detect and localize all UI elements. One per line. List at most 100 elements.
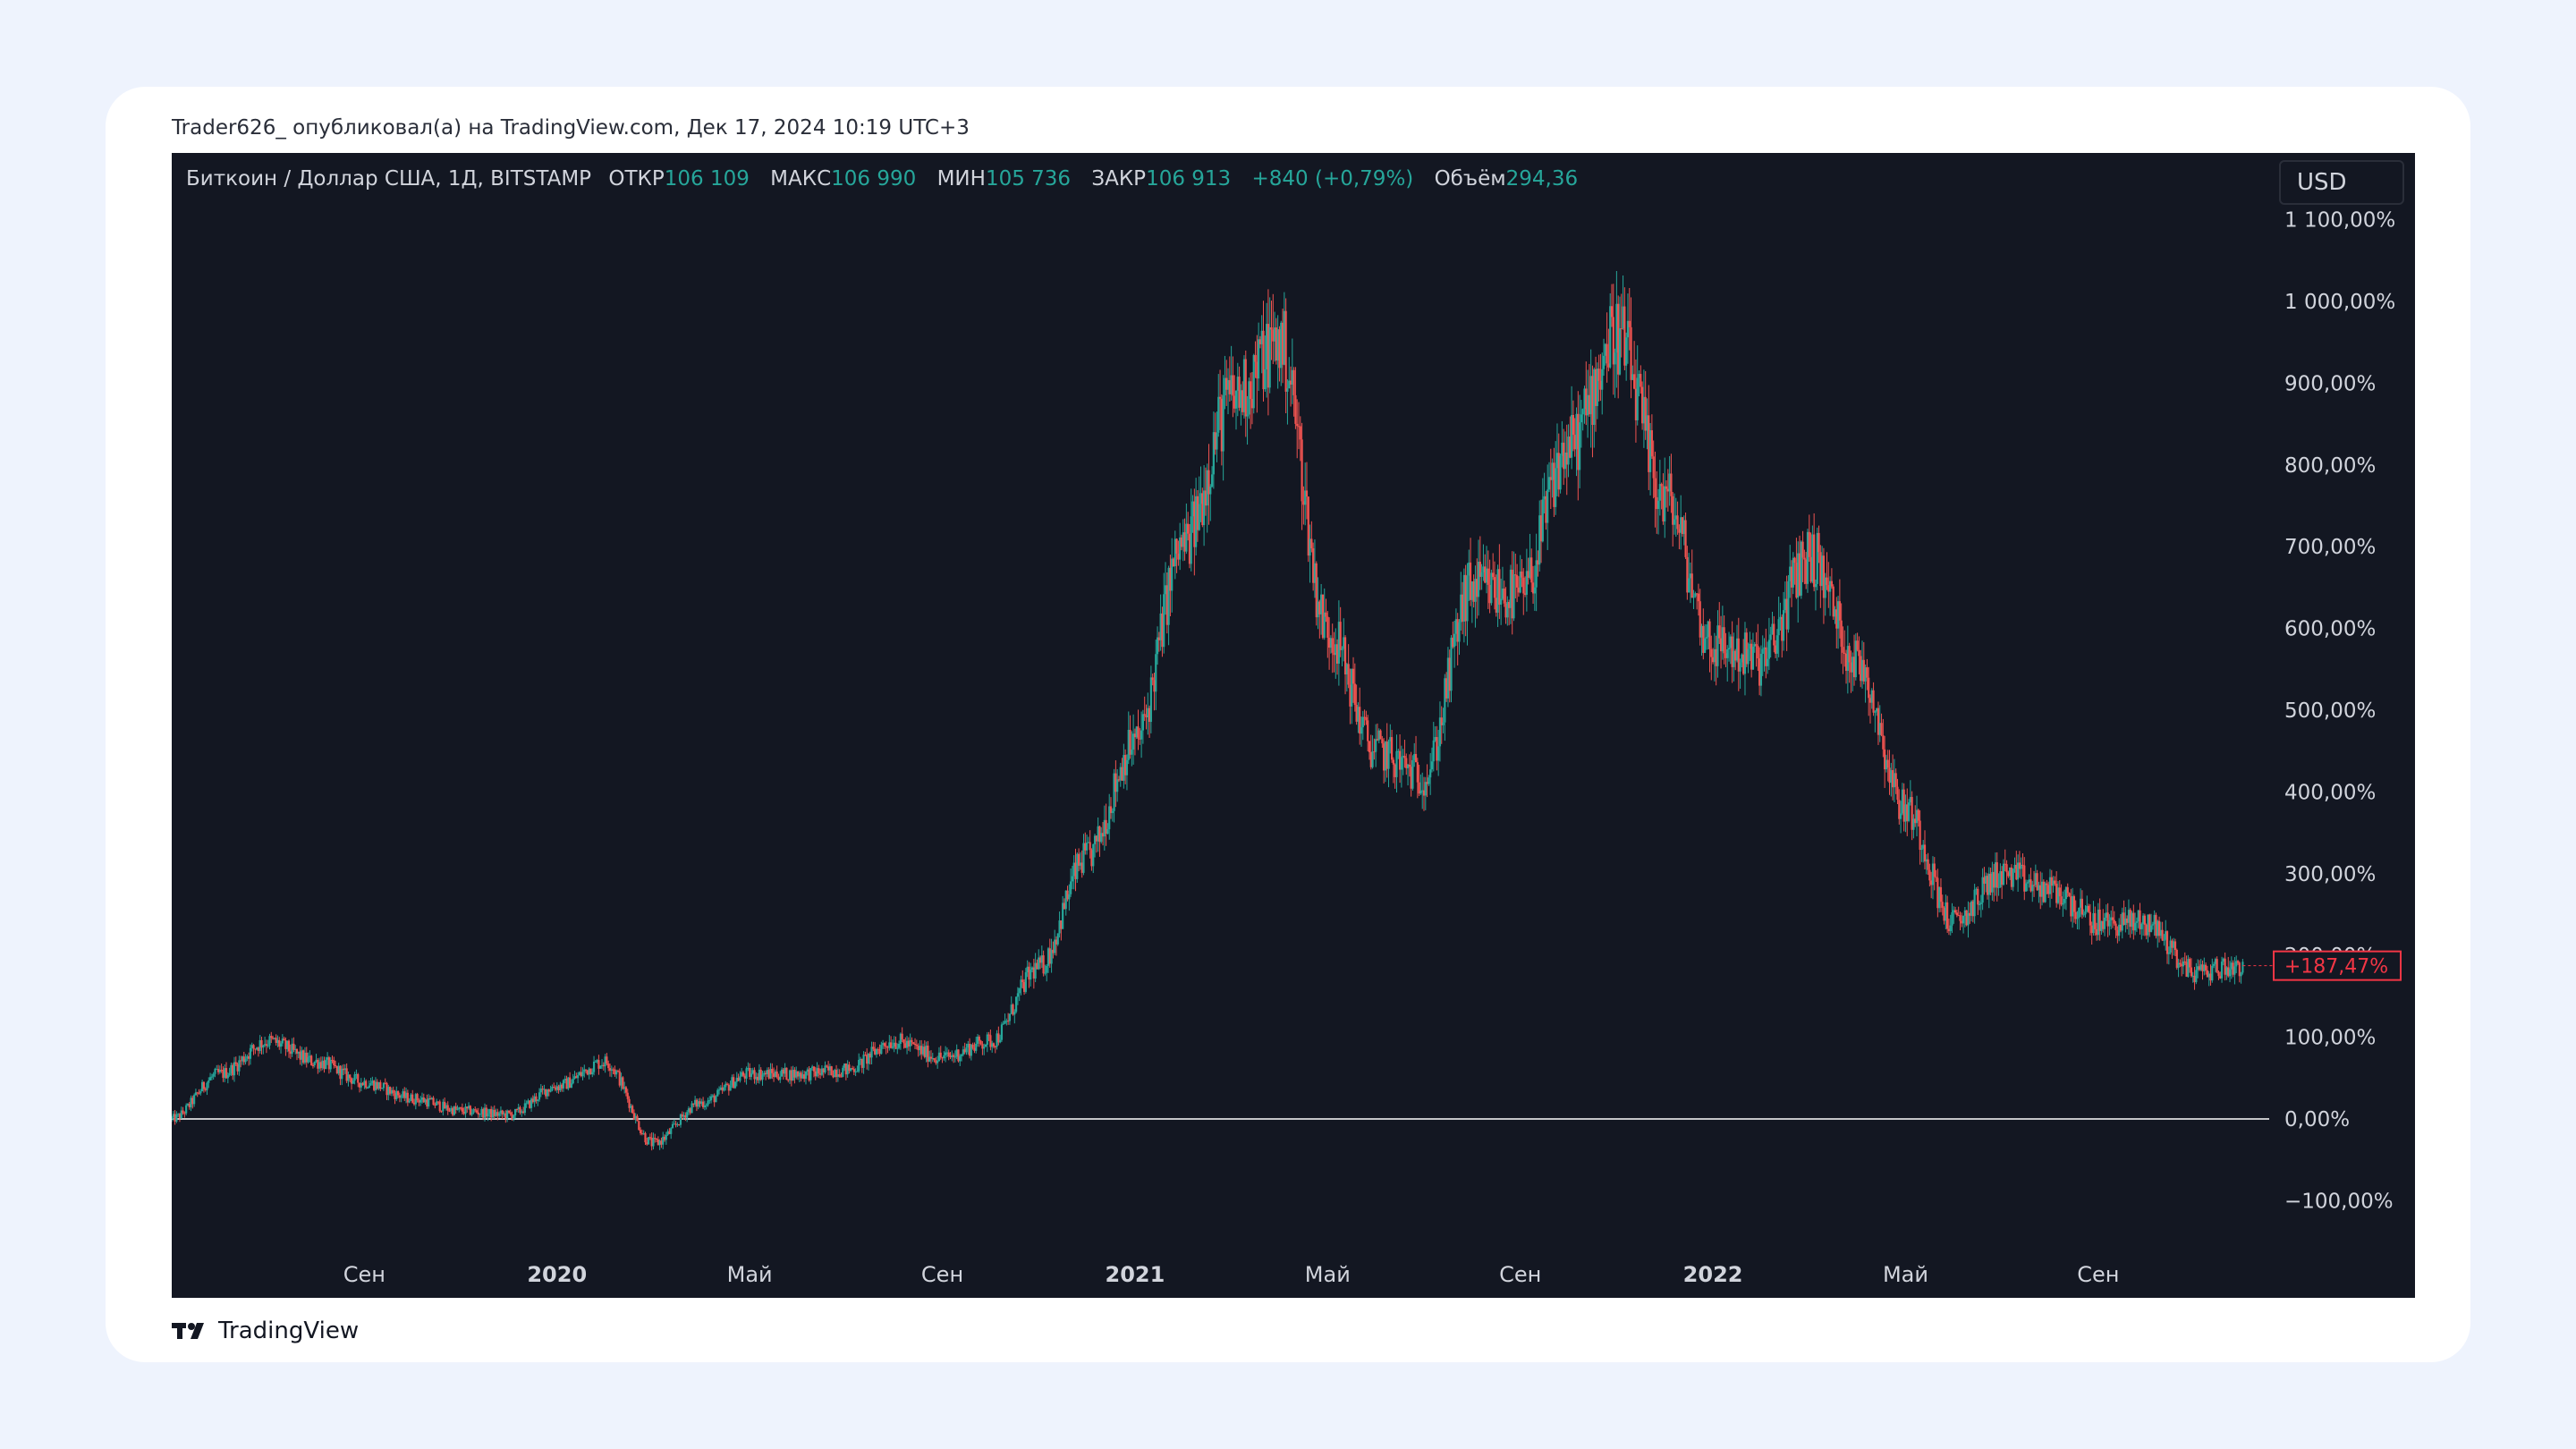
candle-body (905, 1040, 909, 1048)
candle-body (1383, 743, 1385, 771)
candle-body (2205, 964, 2207, 970)
candle-body (1157, 637, 1160, 640)
y-tick-label: 600,00% (2284, 618, 2376, 641)
last-price-badge (2273, 950, 2402, 981)
candle-body (180, 1110, 182, 1119)
candle-body (1615, 303, 1618, 353)
candle-body (818, 1068, 820, 1074)
candle-body (424, 1099, 427, 1103)
candle-body (1503, 589, 1505, 604)
candle-body (313, 1062, 316, 1066)
candle-body (190, 1097, 192, 1107)
candle-body (523, 1103, 526, 1114)
candle-body (996, 1033, 998, 1047)
candle-body (632, 1113, 636, 1120)
candle-body (2214, 959, 2216, 964)
candle-body (1909, 797, 1911, 803)
candle-body (984, 1044, 987, 1047)
candle-body (1280, 322, 1283, 369)
candle-body (2021, 864, 2024, 866)
candle-body (1931, 863, 1935, 886)
candle-body (663, 1136, 666, 1140)
candle-body (1116, 779, 1119, 792)
candle-body (1106, 829, 1109, 835)
candle-body (782, 1069, 784, 1074)
candle-body (335, 1065, 338, 1073)
candle-body (1125, 759, 1129, 775)
candle-body (1270, 326, 1273, 330)
candle-body (1080, 862, 1083, 873)
candle-body (216, 1069, 220, 1072)
candle-body (1479, 562, 1481, 577)
candle-body (301, 1050, 303, 1060)
candle-body (618, 1071, 621, 1086)
candle-body (557, 1086, 560, 1090)
candle-body (600, 1064, 604, 1066)
candle-body (355, 1074, 358, 1076)
y-tick-label: 800,00% (2284, 454, 2376, 478)
candle-body (1201, 493, 1204, 526)
candle-body (436, 1101, 440, 1103)
candle-body (1614, 352, 1616, 365)
candle-body (1813, 534, 1816, 588)
candle-body (1367, 720, 1369, 741)
candle-body (2197, 966, 2199, 970)
y-tick-label: 100,00% (2284, 1027, 2376, 1050)
candle-body (775, 1072, 778, 1078)
candle-body (379, 1081, 382, 1089)
candle-body (1038, 957, 1040, 970)
candle-body (1743, 632, 1747, 674)
candle-body (1652, 456, 1655, 479)
candle-body (1898, 800, 1901, 819)
candle-body (206, 1082, 208, 1090)
candle-body (1256, 361, 1258, 379)
candle-body (2068, 893, 2071, 896)
candle-body (1307, 496, 1309, 556)
candle-body (1563, 452, 1567, 470)
candle-body (264, 1044, 267, 1046)
candle-body (1686, 556, 1689, 593)
candle-body (1301, 439, 1303, 502)
candle-body (1846, 646, 1849, 671)
candle-body (1089, 842, 1091, 851)
candle-body (1458, 622, 1461, 642)
candle-body (1034, 962, 1037, 979)
candle-body (2004, 863, 2006, 865)
candle-body (725, 1083, 729, 1085)
candle-body (1886, 759, 1889, 768)
candle-body (1392, 759, 1394, 765)
candle-body (1700, 625, 1703, 638)
candle-body (716, 1089, 719, 1097)
candle-body (1405, 758, 1408, 768)
candle-body (1429, 769, 1432, 778)
candle-body (759, 1069, 762, 1080)
candle-body (1565, 452, 1568, 465)
candle-body (577, 1075, 580, 1079)
candle-body (2042, 881, 2045, 902)
candle-body (1759, 653, 1763, 686)
candle-body (1226, 380, 1230, 390)
candle-body (715, 1096, 717, 1103)
candle-body (1046, 948, 1050, 966)
candle-body (295, 1048, 299, 1054)
candle-body (1371, 751, 1374, 767)
candle-body (360, 1082, 362, 1088)
candle-body (842, 1067, 844, 1077)
currency-button[interactable]: USD (2279, 160, 2404, 205)
candle-body (1877, 708, 1880, 735)
candle-body (1826, 577, 1828, 586)
candle-body (381, 1088, 384, 1089)
candle-body (1969, 912, 1971, 916)
candle-body (1198, 504, 1200, 530)
chart-area[interactable]: 1 100,00% 1 000,00% 900,00% 800,00% 700,00% 6… (172, 153, 2415, 1298)
candle-body (1773, 623, 1775, 646)
candle-body (1745, 632, 1748, 665)
candle-body (1159, 613, 1162, 640)
candle-body (792, 1070, 794, 1081)
candle-body (2036, 873, 2038, 891)
candle-body (2095, 928, 2098, 936)
candle-body (2230, 962, 2233, 970)
candle-body (1153, 680, 1156, 692)
candle-body (462, 1111, 465, 1114)
price-chart[interactable]: 1 100,00% 1 000,00% 900,00% 800,00% 700,00% 6… (172, 153, 2415, 1298)
